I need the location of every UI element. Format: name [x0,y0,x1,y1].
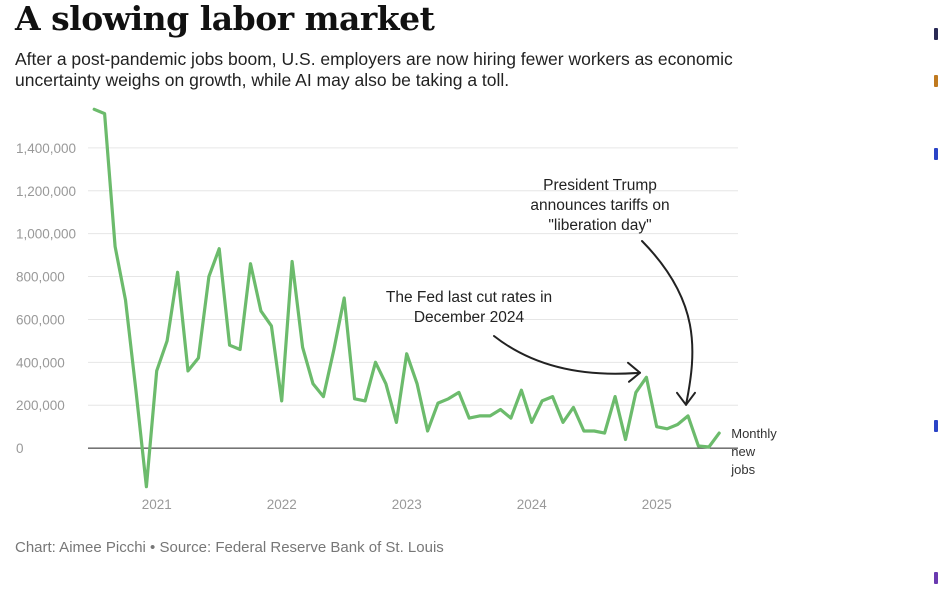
y-tick-label: 200,000 [16,398,65,413]
annotation-text: The Fed last cut rates in December 2024 [386,289,552,326]
annotation-line: President Trump [543,177,657,194]
annotation-line: December 2024 [414,309,525,326]
annotation-line: announces tariffs on [530,197,669,214]
adjacent-column-edge [934,0,938,609]
x-tick-label: 2021 [142,497,172,512]
series-line-monthly-new-jobs [92,107,721,489]
edge-fragment [934,148,938,160]
annotation-text: President Trump announces tariffs on "libe… [530,177,669,234]
arrowhead [627,361,641,383]
annotation-line: The Fed last cut rates in [386,289,552,306]
series-label-line: Monthly [731,426,777,441]
chart-source: Chart: Aimee Picchi • Source: Federal Re… [15,539,444,556]
edge-fragment [934,28,938,40]
series-label: Monthly new jobs [730,426,777,477]
series-label-line: jobs [730,462,755,477]
annotation-arrow [641,240,694,406]
y-tick-label: 1,000,000 [16,227,76,242]
edge-fragment [934,75,938,87]
y-tick-label: 1,200,000 [16,184,76,199]
annotation-arrow [493,335,641,375]
edge-fragment [934,572,938,584]
x-tick-label: 2024 [517,497,548,512]
x-tick-label: 2022 [267,497,297,512]
edge-fragment [934,420,938,432]
y-tick-label: 800,000 [16,270,65,285]
x-tick-label: 2023 [392,497,422,512]
y-tick-label: 1,400,000 [16,141,76,156]
series-label-line: new [731,444,755,459]
annotation-line: "liberation day" [548,217,651,234]
x-tick-label: 2025 [642,497,672,512]
y-tick-label: 400,000 [16,355,65,370]
y-tick-label: 600,000 [16,312,65,327]
arrowhead [676,391,696,406]
chart-subtitle: After a post-pandemic jobs boom, U.S. em… [15,49,733,90]
chart-title: A slowing labor market [15,0,435,38]
y-tick-label: 0 [16,441,24,456]
